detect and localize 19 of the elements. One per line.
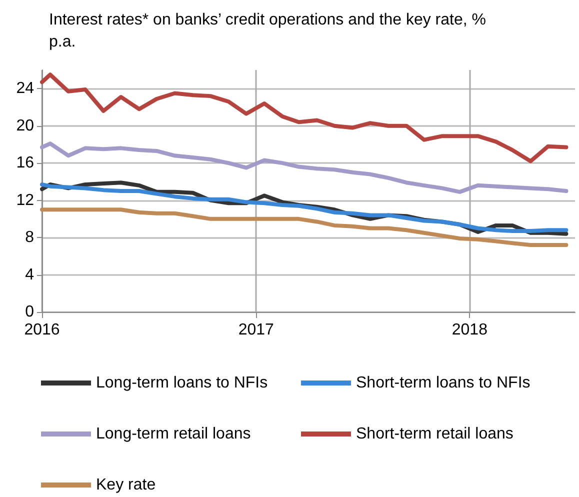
legend-label: Key rate <box>96 476 156 494</box>
line-series <box>40 142 568 194</box>
legend-label: Short-term retail loans <box>356 426 514 442</box>
y-tick-label: 16 <box>16 154 34 172</box>
y-tick-label: 0 <box>25 304 34 320</box>
line-series <box>40 72 568 164</box>
legend-label: Long-term loans to NFIs <box>96 374 268 392</box>
x-tick-label: 2018 <box>452 322 488 338</box>
y-tick-label: 12 <box>16 192 34 209</box>
y-tick-label: 4 <box>25 266 34 284</box>
x-tick-label: 2016 <box>24 322 60 338</box>
y-tick-label: 8 <box>25 229 34 246</box>
y-tick-label: 20 <box>16 117 34 134</box>
legend-label: Long-term retail loans <box>96 426 251 442</box>
chart-title: Interest rates* on banks’ credit operations and the key rate, % p.a. <box>49 12 490 50</box>
y-tick-label: 24 <box>16 80 34 98</box>
x-tick-label: 2017 <box>238 322 274 338</box>
line-series <box>40 208 568 247</box>
legend-label: Short-term loans to NFIs <box>356 374 530 392</box>
